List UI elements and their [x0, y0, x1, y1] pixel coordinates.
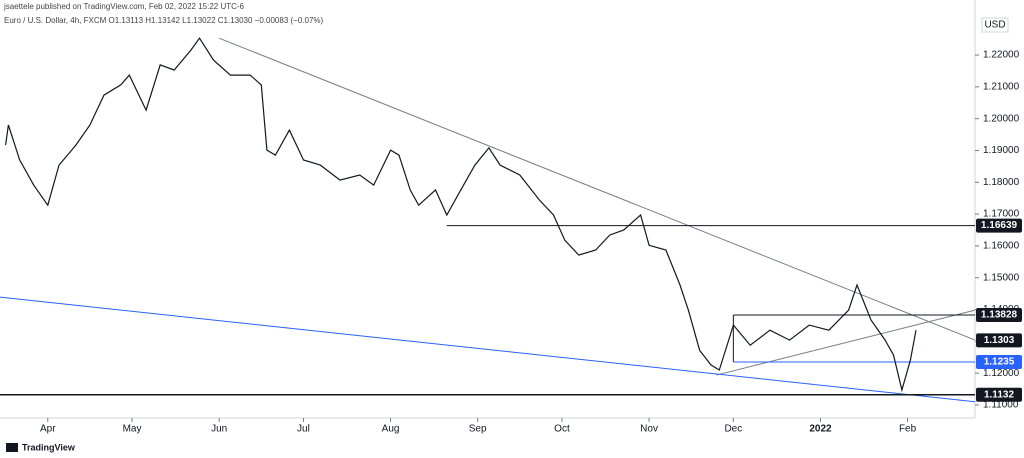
price-label-box: [976, 307, 1022, 322]
price-line: [5, 37, 917, 393]
y-tick-label: 1.11000: [983, 400, 1019, 411]
x-tick-label: 2022: [809, 424, 832, 435]
y-tick-label: 1.20000: [983, 113, 1020, 124]
price-label: 1.13828: [981, 310, 1018, 321]
x-tick-label: Apr: [40, 424, 56, 435]
brand-logo: [6, 443, 18, 452]
x-tick-label: Feb: [899, 424, 917, 435]
x-tick-label: Sep: [469, 424, 487, 435]
y-tick-label: 1.12000: [983, 368, 1020, 379]
trendline: [218, 37, 976, 341]
x-tick-label: Nov: [640, 424, 658, 435]
price-label: 1.1235: [984, 357, 1015, 368]
x-tick-label: Dec: [724, 424, 742, 435]
y-tick-label: 1.21000: [983, 81, 1020, 92]
x-tick-label: Jul: [297, 424, 310, 435]
x-tick-label: Jun: [211, 424, 227, 435]
price-label: 1.1132: [984, 389, 1014, 400]
price-label: 1.1303: [984, 335, 1015, 346]
price-label-box: [976, 387, 1022, 402]
price-label-box: [976, 355, 1022, 370]
x-tick-label: Aug: [382, 424, 400, 435]
price-label: 1.16639: [981, 220, 1018, 231]
x-tick-label: Oct: [554, 424, 570, 435]
brand: TradingView: [22, 442, 76, 452]
trendline: [0, 296, 976, 403]
y-tick-label: 1.16000: [983, 241, 1020, 252]
trendline: [716, 309, 976, 376]
currency: USD: [984, 20, 1005, 31]
price-label-box: [976, 218, 1022, 233]
y-tick-label: 1.18000: [983, 177, 1020, 188]
y-tick-label: 1.17000: [983, 209, 1020, 220]
publisher: jsaettele published on TradingView.com, …: [3, 2, 245, 11]
x-tick-label: May: [123, 424, 142, 435]
currency-box: [981, 17, 1009, 33]
price-label-box: [976, 333, 1022, 348]
y-tick-label: 1.19000: [983, 145, 1020, 156]
y-tick-label: 1.15000: [983, 272, 1020, 283]
symbol-info: Euro / U.S. Dollar, 4h, FXCM O1.13113 H1…: [4, 16, 324, 25]
y-tick-label: 1.22000: [983, 50, 1020, 61]
